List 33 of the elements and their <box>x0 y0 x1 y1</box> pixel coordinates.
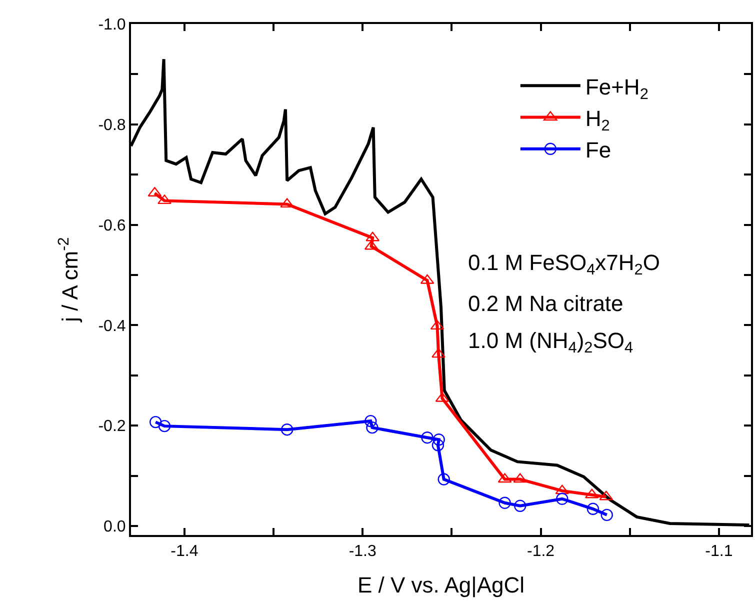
point <box>438 473 450 486</box>
point <box>600 508 613 522</box>
y-tick-label: -0.6 <box>98 217 126 234</box>
x-tick-label: -1.1 <box>705 543 733 560</box>
point <box>366 421 378 434</box>
y-tick-label: -0.8 <box>98 116 126 134</box>
point <box>158 420 171 432</box>
annotation: 1.0 M (NH$_{4}$)$_{2}$SO$_{4}$ <box>468 328 634 357</box>
y-tick-label: -0.2 <box>98 418 126 436</box>
point <box>432 434 445 446</box>
point <box>514 500 526 512</box>
legend-label: Fe <box>585 137 612 162</box>
point <box>149 416 162 428</box>
point <box>498 496 511 509</box>
legend-label: H$_{2}$ <box>585 106 610 134</box>
point <box>421 432 434 444</box>
x-tick-label: -1.3 <box>348 543 376 560</box>
point <box>158 194 172 204</box>
point <box>364 414 377 428</box>
point <box>432 348 446 358</box>
y-tick-label: -1.0 <box>98 16 126 34</box>
x-axis-title: E / V vs. Ag|AgCl <box>357 572 525 598</box>
legend-label: Fe+H$_{2}$ <box>585 74 648 103</box>
y-tick-label: 0.0 <box>104 518 126 536</box>
y-tick-label: -0.4 <box>98 318 126 335</box>
x-tick-label: -1.4 <box>170 543 198 560</box>
point <box>280 423 294 436</box>
point <box>432 439 444 452</box>
point <box>556 492 568 505</box>
x-tick-label: -1.2 <box>526 543 555 560</box>
annotation: 0.2 M Na citrate <box>468 291 624 316</box>
annotation: 0.1 M FeSO$_{4}$x7H$_{2}$O <box>468 250 660 279</box>
point <box>586 502 600 515</box>
